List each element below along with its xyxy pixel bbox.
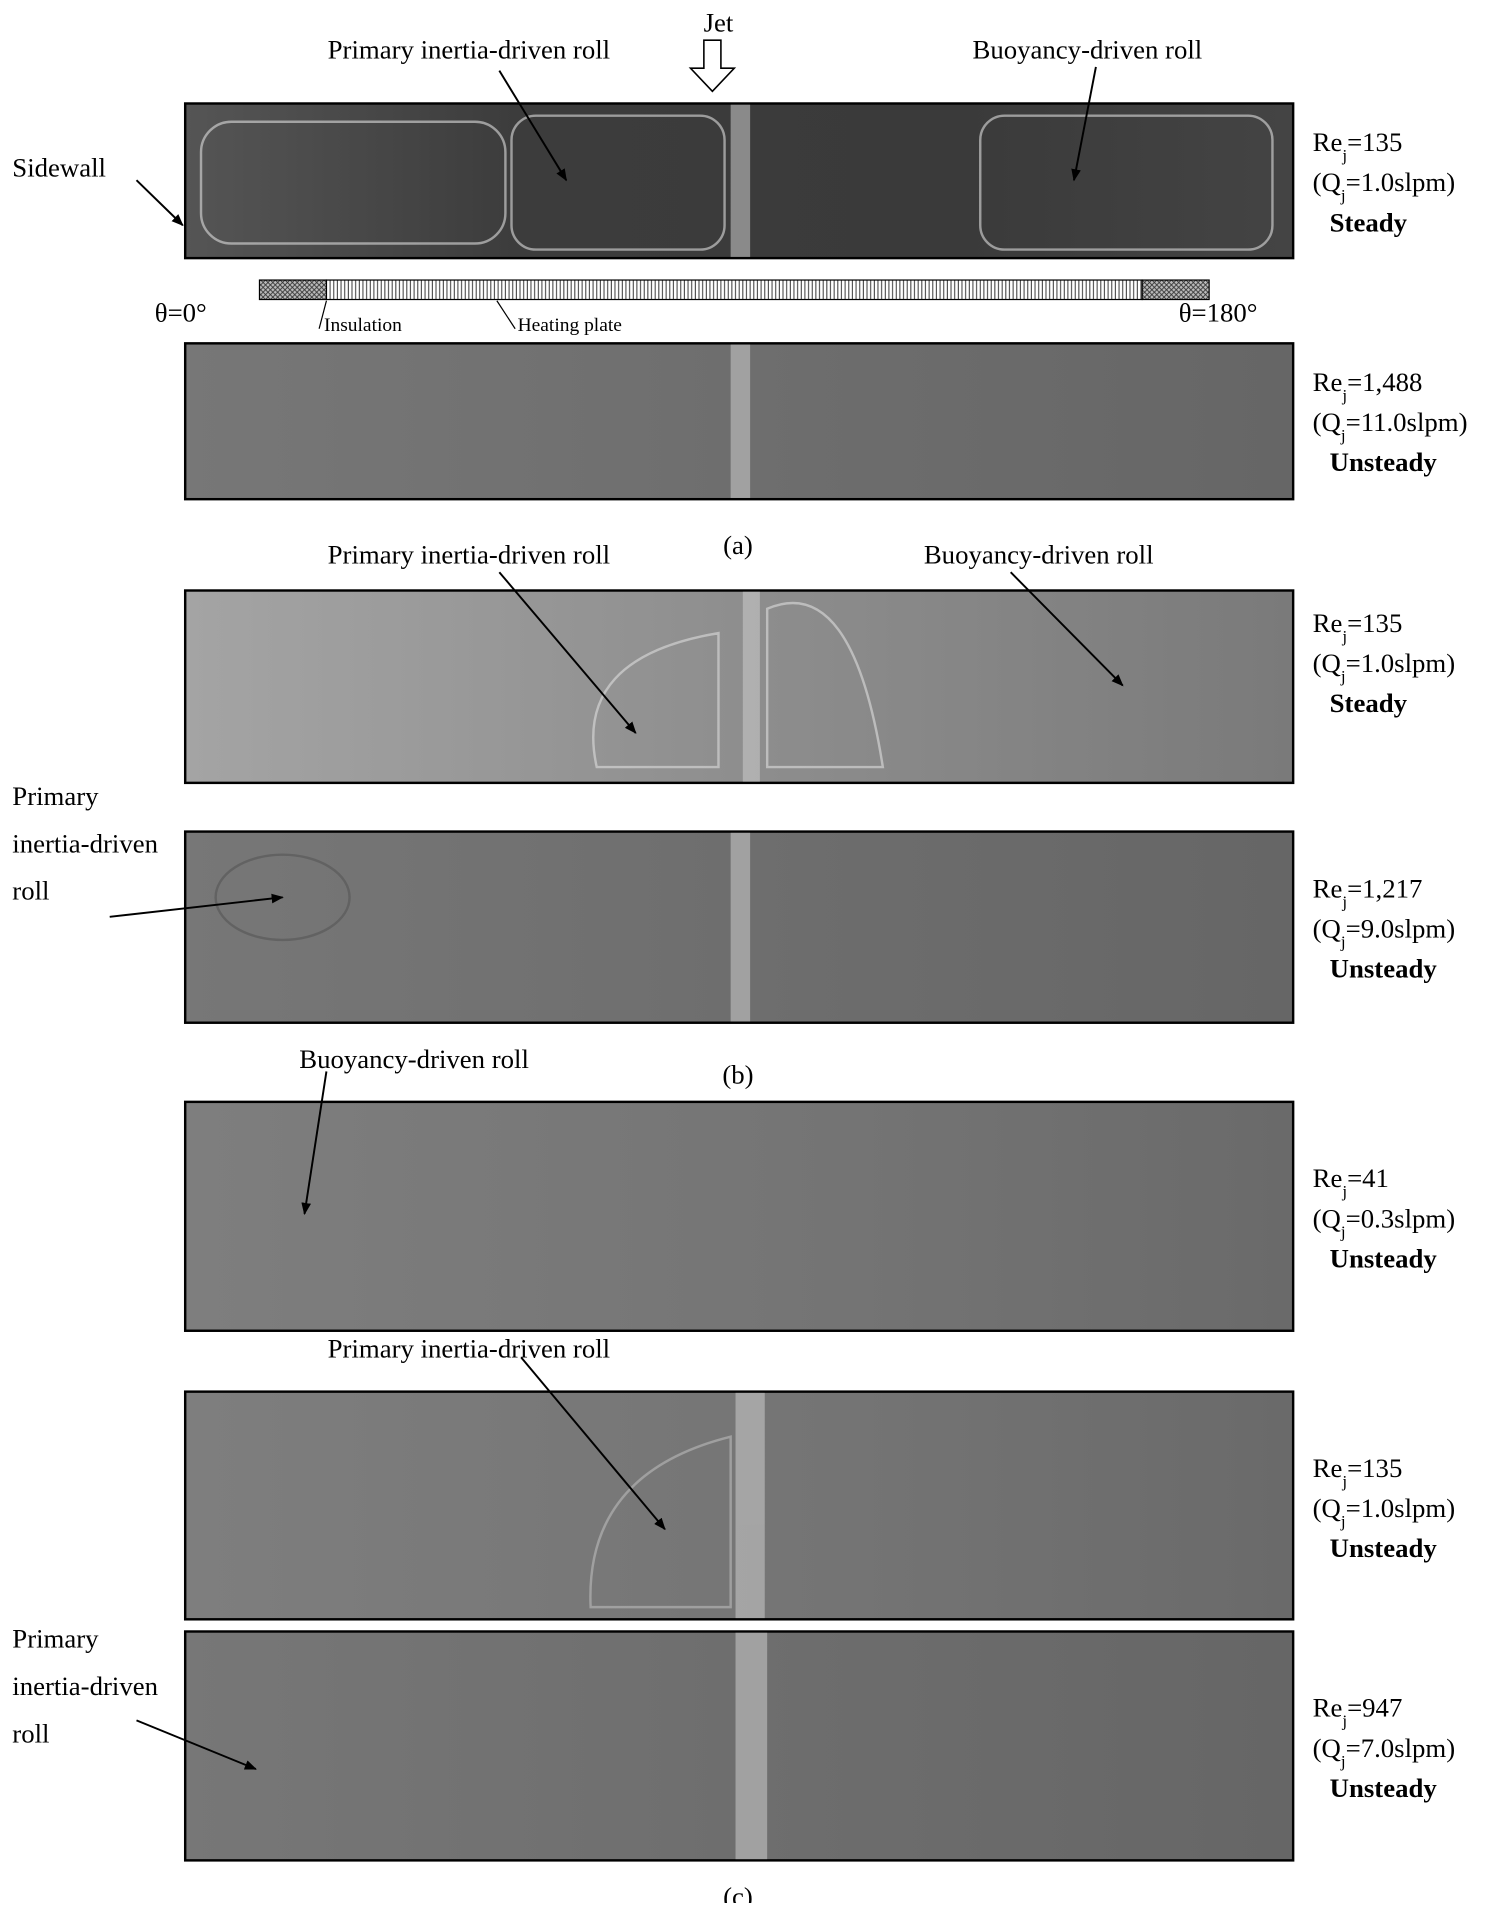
photo	[185, 1102, 1293, 1331]
text-part: (Q	[1313, 1493, 1341, 1523]
annotation: Buoyancy-driven roll	[299, 1044, 529, 1074]
flow-rate: (Qj=0.3slpm)	[1313, 1203, 1456, 1241]
text-part: Re	[1313, 367, 1343, 397]
annotation: Buoyancy-driven roll	[924, 540, 1154, 570]
text-part: =135	[1347, 1453, 1402, 1483]
flow-state: Steady	[1330, 207, 1408, 237]
flow-rate: (Qj=1.0slpm)	[1313, 1493, 1456, 1531]
flow-rate: (Qj=9.0slpm)	[1313, 913, 1456, 951]
caption: (b)	[722, 1060, 753, 1090]
text-part: =135	[1347, 608, 1402, 638]
annotation: roll	[12, 1718, 49, 1748]
flow-state: Unsteady	[1330, 1533, 1438, 1563]
text-part: =1,217	[1347, 873, 1422, 903]
text-part: =1.0slpm)	[1346, 648, 1456, 678]
text-part: =135	[1347, 127, 1402, 157]
flow-rate: (Qj=11.0slpm)	[1313, 407, 1468, 445]
flow-state: Unsteady	[1330, 954, 1438, 984]
flow-state: Unsteady	[1330, 447, 1438, 477]
page: {"annotations": ["Primary inertia-driven…	[0, 0, 1510, 1903]
annotation: inertia-driven	[12, 828, 158, 858]
text-part: (Q	[1313, 407, 1341, 437]
text-part: Re	[1313, 873, 1343, 903]
caption: (c)	[723, 1881, 753, 1903]
reynolds-number: Rej=41	[1313, 1163, 1389, 1201]
flow-rate: (Qj=7.0slpm)	[1313, 1733, 1456, 1771]
annotation: Primary	[12, 1623, 99, 1653]
reynolds-number: Rej=135	[1313, 127, 1403, 164]
text-part: =1,488	[1347, 367, 1422, 397]
annotation: Primary inertia-driven roll	[328, 34, 610, 64]
text-part: =7.0slpm)	[1346, 1733, 1456, 1763]
jet-arrow	[690, 40, 734, 91]
reynolds-number: Rej=947	[1313, 1693, 1403, 1731]
text-part: Re	[1313, 1453, 1343, 1483]
annotation: Buoyancy-driven roll	[973, 34, 1203, 64]
annotation: Jet	[704, 8, 734, 38]
annotation: Primary	[12, 781, 99, 811]
annotation: Primary inertia-driven roll	[328, 540, 610, 570]
text-part: (Q	[1313, 167, 1341, 197]
text-part: =9.0slpm)	[1346, 913, 1456, 943]
text-part: Re	[1313, 1163, 1343, 1193]
figure: Primary inertia-driven roll Buoyancy-dri…	[0, 0, 1510, 1903]
annotation: roll	[12, 876, 49, 906]
flow-rate: (Qj=1.0slpm)	[1313, 648, 1456, 686]
reynolds-number: Rej=1,488	[1313, 367, 1423, 405]
reynolds-number: Rej=1,217	[1313, 873, 1423, 910]
flow-rate: (Qj=1.0slpm)	[1313, 167, 1456, 205]
annotation: Insulation	[324, 315, 402, 336]
flow-state: Steady	[1330, 688, 1408, 718]
text-part: =0.3slpm)	[1346, 1203, 1456, 1233]
text-part: (Q	[1313, 1203, 1341, 1233]
conditions: Rej=135(Qj=1.0slpm)SteadyRej=1,488(Qj=11…	[1313, 127, 1468, 1803]
text-part: (Q	[1313, 648, 1341, 678]
text-part: =1.0slpm)	[1346, 167, 1456, 197]
annotation: inertia-driven	[12, 1671, 158, 1701]
text-part: Re	[1313, 1693, 1343, 1723]
caption: (a)	[723, 530, 753, 560]
annotation: θ=180°	[1179, 297, 1258, 327]
text-part: =1.0slpm)	[1346, 1493, 1456, 1523]
annotation: Sidewall	[12, 153, 106, 183]
text-part: =11.0slpm)	[1346, 407, 1468, 437]
text-part: Re	[1313, 127, 1343, 157]
text-part: =41	[1347, 1163, 1389, 1193]
text-part: (Q	[1313, 1733, 1341, 1763]
reynolds-number: Rej=135	[1313, 608, 1403, 645]
flow-state: Unsteady	[1330, 1773, 1438, 1803]
insulation	[259, 280, 326, 299]
heating-plate	[326, 280, 1142, 299]
reynolds-number: Rej=135	[1313, 1453, 1403, 1491]
flow-state: Unsteady	[1330, 1243, 1438, 1273]
annotation: Heating plate	[518, 315, 622, 336]
text-part: =947	[1347, 1693, 1402, 1723]
annotation: Primary inertia-driven roll	[328, 1334, 610, 1364]
text-part: (Q	[1313, 913, 1341, 943]
text-part: Re	[1313, 608, 1343, 638]
annotation: θ=0°	[155, 297, 207, 327]
photo	[185, 591, 1293, 783]
